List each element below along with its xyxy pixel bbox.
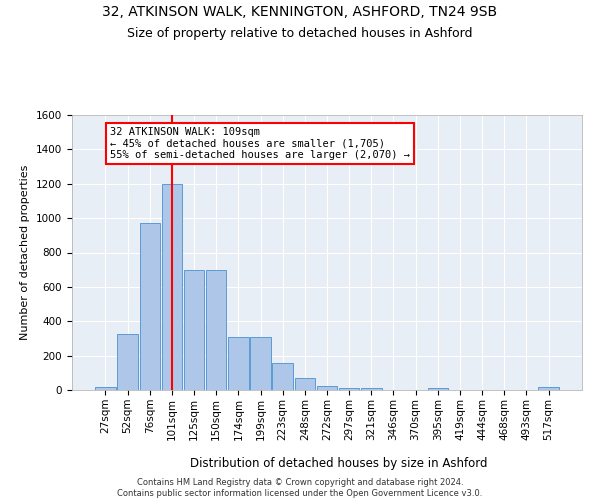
Bar (250, 336, 271, 390)
Text: 32 ATKINSON WALK: 109sqm
← 45% of detached houses are smaller (1,705)
55% of sem: 32 ATKINSON WALK: 109sqm ← 45% of detach… (110, 127, 410, 160)
Bar (339, 388, 359, 390)
Bar (317, 386, 337, 390)
Text: Contains HM Land Registry data © Crown copyright and database right 2024.
Contai: Contains HM Land Registry data © Crown c… (118, 478, 482, 498)
Bar (184, 270, 204, 390)
Bar (161, 184, 182, 390)
Text: 32, ATKINSON WALK, KENNINGTON, ASHFORD, TN24 9SB: 32, ATKINSON WALK, KENNINGTON, ASHFORD, … (103, 5, 497, 19)
Bar (428, 388, 448, 390)
Text: Size of property relative to detached houses in Ashford: Size of property relative to detached ho… (127, 28, 473, 40)
Bar (118, 334, 138, 390)
Y-axis label: Number of detached properties: Number of detached properties (20, 165, 31, 340)
Bar (272, 364, 293, 390)
Bar (295, 378, 315, 390)
Bar (538, 388, 559, 390)
Bar (361, 388, 382, 390)
Bar (95, 386, 116, 390)
Bar (140, 224, 160, 390)
Bar (228, 336, 248, 390)
Text: Distribution of detached houses by size in Ashford: Distribution of detached houses by size … (190, 458, 488, 470)
Bar (206, 270, 226, 390)
